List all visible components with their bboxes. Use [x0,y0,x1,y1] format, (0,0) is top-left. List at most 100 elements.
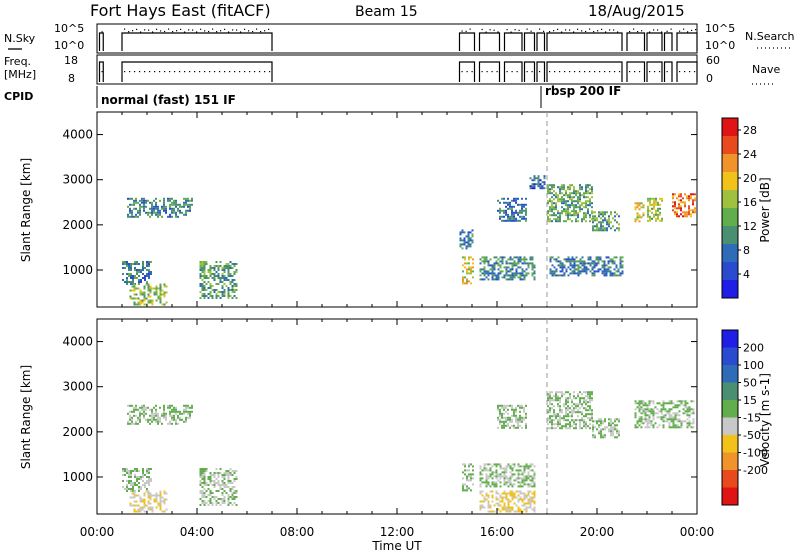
heatmap-cell [610,211,612,214]
heatmap-cell [565,200,567,203]
heatmap-cell [143,416,145,419]
heatmap-cell [610,432,612,435]
heatmap-cell [561,206,563,209]
heatmap-cell [163,293,166,296]
heatmap-cell [553,270,556,273]
heatmap-cell [142,273,144,275]
heatmap-cell [217,283,220,285]
power-colorbar-label: Power [dB] [758,177,772,242]
heatmap-cell [144,275,146,277]
heatmap-cell [227,472,230,474]
heatmap-cell [137,408,139,411]
heatmap-cell [573,272,576,275]
heatmap-cell [459,233,462,236]
heatmap-cell [501,258,504,261]
heatmap-cell [137,494,140,497]
heatmap-cell [606,227,608,230]
heatmap-cell [479,492,482,495]
heatmap-cell [497,278,500,281]
heatmap-cell [132,470,134,472]
heatmap-cell [672,412,675,415]
heatmap-cell [559,427,561,430]
heatmap-cell [205,490,208,492]
heatmap-cell [557,419,559,422]
heatmap-cell [487,264,490,267]
heatmap-cell [646,420,649,423]
heatmap-cell [600,432,602,435]
heatmap-cell [139,203,141,206]
heatmap-cell [157,297,160,300]
heatmap-cell [575,407,577,410]
heatmap-cell [201,293,204,295]
heatmap-cell [573,397,575,400]
heatmap-cell [481,260,484,263]
heatmap-cell [489,506,492,509]
heatmap-cell [211,480,214,482]
heatmap-cell [591,186,593,189]
heatmap-cell [692,408,695,411]
freq-segment [546,61,623,82]
heatmap-cell [585,186,587,189]
heatmap-cell [575,260,578,263]
heatmap-cell [638,202,641,205]
heatmap-cell [523,258,526,261]
heatmap-cell [513,262,516,265]
heatmap-cell [503,406,505,409]
heatmap-cell [521,205,523,208]
heatmap-cell [608,225,610,228]
heatmap-cell [553,190,555,193]
heatmap-cell [521,215,523,218]
heatmap-cell [140,271,142,273]
heatmap-cell [614,215,616,218]
heatmap-cell [479,504,482,507]
heatmap-cell [159,490,162,493]
heatmap-cell [567,409,569,412]
heatmap-cell [585,407,587,410]
heatmap-cell [133,414,135,417]
heatmap-cell [227,293,230,295]
heatmap-cell [495,262,498,265]
heatmap-cell [181,418,183,421]
nsky-segment [98,32,104,51]
heatmap-cell [519,498,522,501]
heatmap-cell [589,258,592,261]
heatmap-cell [618,430,620,433]
heatmap-cell [187,205,189,208]
heatmap-cell [219,468,222,470]
heatmap-cell [179,412,181,415]
heatmap-cell [579,419,581,422]
nsearch-point [493,29,495,31]
heatmap-cell [191,203,193,206]
heatmap-cell [151,211,153,214]
heatmap-cell [587,186,589,189]
heatmap-cell [602,428,604,431]
heatmap-cell [577,192,579,195]
heatmap-cell [527,502,530,505]
heatmap-cell [155,205,157,208]
nsearch-point [232,29,234,31]
heatmap-cell [229,289,232,291]
heatmap-cell [649,215,651,218]
colorbar-tick-label: 200 [743,342,764,355]
heatmap-cell [517,426,519,429]
heatmap-cell [600,227,602,230]
heatmap-cell [511,264,514,267]
heatmap-cell [161,510,164,513]
heatmap-cell [688,197,690,200]
cpid-mode-1: rbsp 200 IF [545,84,621,98]
heatmap-cell [493,504,496,507]
nave-point [194,71,196,73]
heatmap-cell [223,295,226,297]
heatmap-cell [517,494,520,497]
heatmap-cell [547,409,549,412]
heatmap-cell [692,410,695,413]
heatmap-cell [215,490,218,492]
heatmap-cell [549,220,551,223]
heatmap-cell [467,245,470,248]
heatmap-cell [133,287,136,290]
heatmap-cell [521,203,523,206]
heatmap-cell [149,201,151,204]
heatmap-cell [191,197,193,200]
heatmap-cell [513,408,515,411]
heatmap-cell [539,185,542,188]
